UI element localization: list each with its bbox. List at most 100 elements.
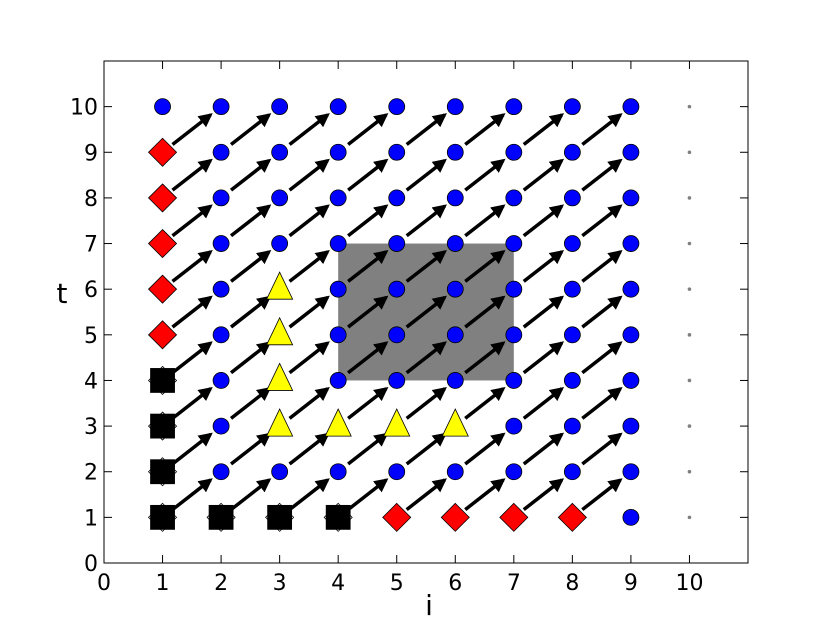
arrow xyxy=(347,386,389,420)
arrow xyxy=(405,386,447,420)
point xyxy=(446,280,464,298)
point xyxy=(329,372,347,389)
point xyxy=(212,143,230,161)
arrow xyxy=(171,478,213,511)
point xyxy=(329,189,347,207)
point xyxy=(388,326,406,344)
arrow xyxy=(405,295,447,329)
point xyxy=(505,189,523,207)
point xyxy=(325,504,351,530)
point xyxy=(147,183,178,213)
point xyxy=(150,459,175,485)
point xyxy=(212,280,230,298)
point xyxy=(212,372,230,389)
x-tick-label: 1 xyxy=(156,571,170,596)
point xyxy=(147,320,178,350)
point xyxy=(563,143,581,161)
point xyxy=(329,280,347,298)
point xyxy=(622,508,640,526)
point xyxy=(563,372,581,389)
arrow xyxy=(405,158,447,192)
arrow xyxy=(347,341,389,375)
point xyxy=(505,98,523,116)
point xyxy=(150,368,175,393)
point xyxy=(446,143,464,161)
arrow xyxy=(405,250,447,283)
arrow xyxy=(347,204,389,238)
point xyxy=(441,408,469,437)
point xyxy=(505,280,523,298)
arrow xyxy=(229,113,272,146)
arrow xyxy=(581,341,623,375)
x-tick-label: 6 xyxy=(448,571,462,596)
arrow xyxy=(581,432,623,466)
arrow xyxy=(522,432,565,466)
arrow xyxy=(229,295,272,329)
y-tick-label: 1 xyxy=(84,506,98,531)
point xyxy=(329,143,347,161)
point xyxy=(271,98,289,116)
arrow xyxy=(171,295,213,329)
point xyxy=(687,287,692,291)
point xyxy=(212,189,230,207)
arrow xyxy=(581,295,623,329)
arrow xyxy=(229,250,272,283)
point xyxy=(687,241,692,246)
point xyxy=(388,372,406,389)
point xyxy=(622,189,640,207)
point xyxy=(329,463,347,481)
point xyxy=(265,316,294,346)
point xyxy=(622,235,640,252)
arrow xyxy=(288,386,330,420)
point xyxy=(446,326,464,344)
point xyxy=(446,98,464,116)
point xyxy=(388,143,406,161)
arrow xyxy=(405,478,447,511)
point xyxy=(687,150,692,155)
point xyxy=(446,189,464,207)
arrow xyxy=(171,158,213,192)
x-tick-label: 10 xyxy=(675,571,703,596)
point xyxy=(265,271,294,300)
arrow xyxy=(288,113,330,146)
point xyxy=(271,463,289,481)
x-axis-label: i xyxy=(425,589,433,622)
arrow xyxy=(288,158,330,192)
point xyxy=(265,362,294,391)
arrow xyxy=(171,250,213,283)
point xyxy=(382,502,412,532)
arrow xyxy=(171,386,213,420)
point xyxy=(505,143,523,161)
y-tick-label: 6 xyxy=(84,278,98,303)
arrow xyxy=(171,113,213,146)
point xyxy=(687,333,692,337)
y-tick-label: 7 xyxy=(84,233,98,258)
y-axis-label: t xyxy=(57,277,68,310)
axes-frame xyxy=(103,60,749,564)
point xyxy=(622,143,640,161)
arrow xyxy=(347,158,389,192)
arrow xyxy=(405,432,447,466)
arrow xyxy=(464,386,506,420)
arrow xyxy=(522,158,565,192)
point xyxy=(563,463,581,481)
point xyxy=(212,417,230,435)
arrow xyxy=(464,204,506,238)
arrow xyxy=(581,386,623,420)
point xyxy=(388,235,406,252)
arrow xyxy=(229,386,272,420)
point xyxy=(563,98,581,116)
point xyxy=(212,326,230,344)
arrow xyxy=(229,204,272,238)
y-tick-label: 2 xyxy=(84,461,98,486)
y-tick-label: 9 xyxy=(84,141,98,166)
point xyxy=(505,372,523,389)
point xyxy=(563,326,581,344)
arrow xyxy=(288,295,330,329)
point xyxy=(388,280,406,298)
point xyxy=(267,504,293,530)
point xyxy=(505,417,523,435)
arrow xyxy=(171,341,213,375)
arrow xyxy=(405,341,447,375)
